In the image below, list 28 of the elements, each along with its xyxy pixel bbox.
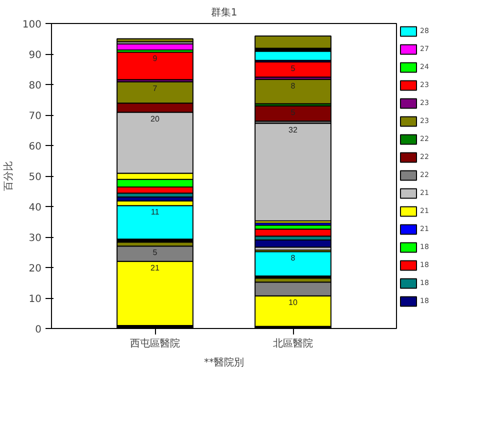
y-tick-label: 70 [28,111,42,122]
data-label: 21 [150,263,160,272]
data-label: 7 [152,84,158,93]
data-label: 8 [290,81,296,90]
data-label: 20 [150,114,160,124]
y-tick-label: 90 [28,50,42,61]
y-tick-label: 30 [28,233,42,244]
x-axis-title: **醫院別 [204,356,244,368]
y-tick-label: 100 [22,20,42,30]
y-tick-label: 80 [28,80,42,92]
data-label: 5 [290,64,296,73]
y-tick-label: 40 [28,202,42,214]
y-tick-label: 50 [28,172,42,183]
data-label: 32 [288,125,298,134]
data-label: 5 [290,108,296,117]
y-tick-label: 60 [28,142,42,152]
data-label: 5 [152,248,158,258]
data-label: 9 [152,54,158,64]
chart-title: 群集1 [210,6,238,18]
data-label: 8 [290,254,296,263]
y-tick-label: 0 [35,324,42,336]
y-axis-title: 百分比 [2,161,14,191]
data-label: 10 [288,298,298,307]
data-label: 11 [150,208,160,217]
x-tick-label: 西屯區醫院 [130,338,180,350]
y-tick-label: 20 [28,264,42,274]
x-tick-label: 北區醫院 [273,338,313,350]
y-tick-label: 10 [28,294,42,305]
